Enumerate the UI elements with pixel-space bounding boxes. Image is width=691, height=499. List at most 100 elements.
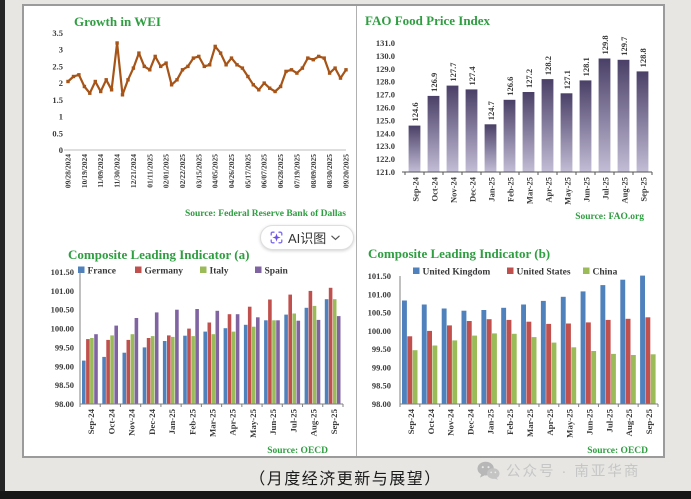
x-tick-label: Sep-24 [406,408,416,434]
x-tick-label: Aug-25 [620,177,630,203]
x-tick-label: 06/28/2025 [276,154,285,188]
bar [472,335,477,404]
bar [126,339,131,404]
bar [541,79,554,172]
data-point-marker [333,66,337,70]
data-point-marker [344,68,348,72]
x-tick-label: 12/21/2024 [129,154,138,188]
y-tick-label: 99.00 [372,362,391,372]
ai-scan-icon [270,231,283,244]
x-tick-label: 05/17/2025 [243,154,252,188]
y-tick-label: 126.0 [376,103,395,113]
bar [231,331,236,404]
bar [328,287,333,404]
bar [531,337,537,404]
bar [452,340,458,404]
x-tick-label: Nov-24 [446,408,456,435]
wechat-icon [477,461,500,480]
x-tick-label: May-25 [248,408,258,437]
bar [466,321,472,404]
bar [292,313,296,404]
watermark-label: 公众号 · 南亚华商 [506,464,641,480]
y-tick-label: 98.00 [55,399,74,409]
bar [142,347,147,404]
x-tick-label: 03/15/2025 [194,154,203,188]
data-point-marker [120,93,125,97]
x-tick-label: Aug-25 [309,408,319,436]
bar [600,285,606,404]
ai-recognize-button[interactable]: AI识图 [260,225,354,250]
y-tick-label: 125.0 [376,115,395,125]
x-tick-label: 02/22/2025 [178,154,187,188]
bar [122,352,127,404]
left-edge-strip [0,0,5,499]
bar [207,322,212,404]
data-point-marker [99,89,103,94]
data-point-marker [262,81,266,85]
bar [636,71,649,172]
bottom-edge-strip [0,491,691,499]
x-tick-label: Jul-25 [604,408,614,432]
legend-swatch [507,267,514,274]
bar [598,58,611,172]
chart-source: Source: OECD [267,446,328,456]
bar [645,317,651,404]
chart-title: FAO Food Price Index [365,13,491,28]
bar [175,309,179,404]
data-point-marker [104,78,108,82]
x-tick-label: Jan-25 [167,408,177,434]
x-tick-label: 08/30/2025 [325,154,334,188]
chart-composite-leading-indicator-b: Composite Leading Indicator (b) Source: O… [362,240,662,458]
x-tick-label: 08/09/2025 [309,154,318,188]
bar [276,320,280,404]
x-tick-label: 07/19/2025 [292,154,301,188]
bar [247,306,252,404]
bar [566,323,571,404]
bar [484,124,497,172]
data-point-marker [213,44,217,49]
x-tick-label: 09/20/2025 [342,154,351,188]
data-point-marker [164,61,168,65]
data-point-marker [311,58,315,62]
legend-swatch [255,266,262,273]
data-point-marker [327,71,332,75]
bar-value-label: 124.6 [410,102,420,121]
x-tick-label: Feb-25 [506,177,516,202]
x-tick-label: Jun-25 [268,408,278,435]
y-tick-label: 123.0 [376,141,395,151]
charts-panel: Growth in WEI Source: Federal Reserve Ban… [22,4,665,458]
bar [90,338,94,404]
legend-label: China [593,268,618,278]
bar [526,321,532,404]
data-point-marker [82,84,87,89]
chart-source: Source: Federal Reserve Bank of Dallas [185,209,346,219]
y-tick-label: 101.50 [368,271,391,281]
y-tick-label: 101.50 [51,267,74,277]
x-tick-label: 09/28/2024 [64,154,73,188]
bar-value-label: 128.1 [581,57,591,76]
y-tick-label: 100.50 [51,305,74,315]
bar [316,319,321,404]
data-point-marker [273,89,277,94]
data-point-marker [208,63,212,67]
bar [521,304,526,404]
bar-value-label: 129.7 [619,36,629,56]
x-tick-label: Mar-25 [525,408,535,437]
y-tick-label: 128.0 [376,77,395,87]
y-tick-label: 99.50 [55,342,74,352]
bar [486,319,492,404]
y-tick-label: 121.0 [376,167,395,177]
legend-label: France [88,267,117,277]
bar [272,320,276,404]
bar [591,351,597,404]
bar-value-label: 127.4 [467,66,477,86]
x-tick-label: Jul-25 [601,177,611,200]
clia-chart-svg: Composite Leading Indicator (a) Source: O… [51,247,344,456]
data-point-marker [175,78,179,82]
data-point-marker [268,86,272,90]
y-tick-label: 1 [59,112,63,122]
data-point-marker [148,68,152,72]
x-tick-label: Feb-25 [505,408,515,434]
bar [110,335,114,404]
